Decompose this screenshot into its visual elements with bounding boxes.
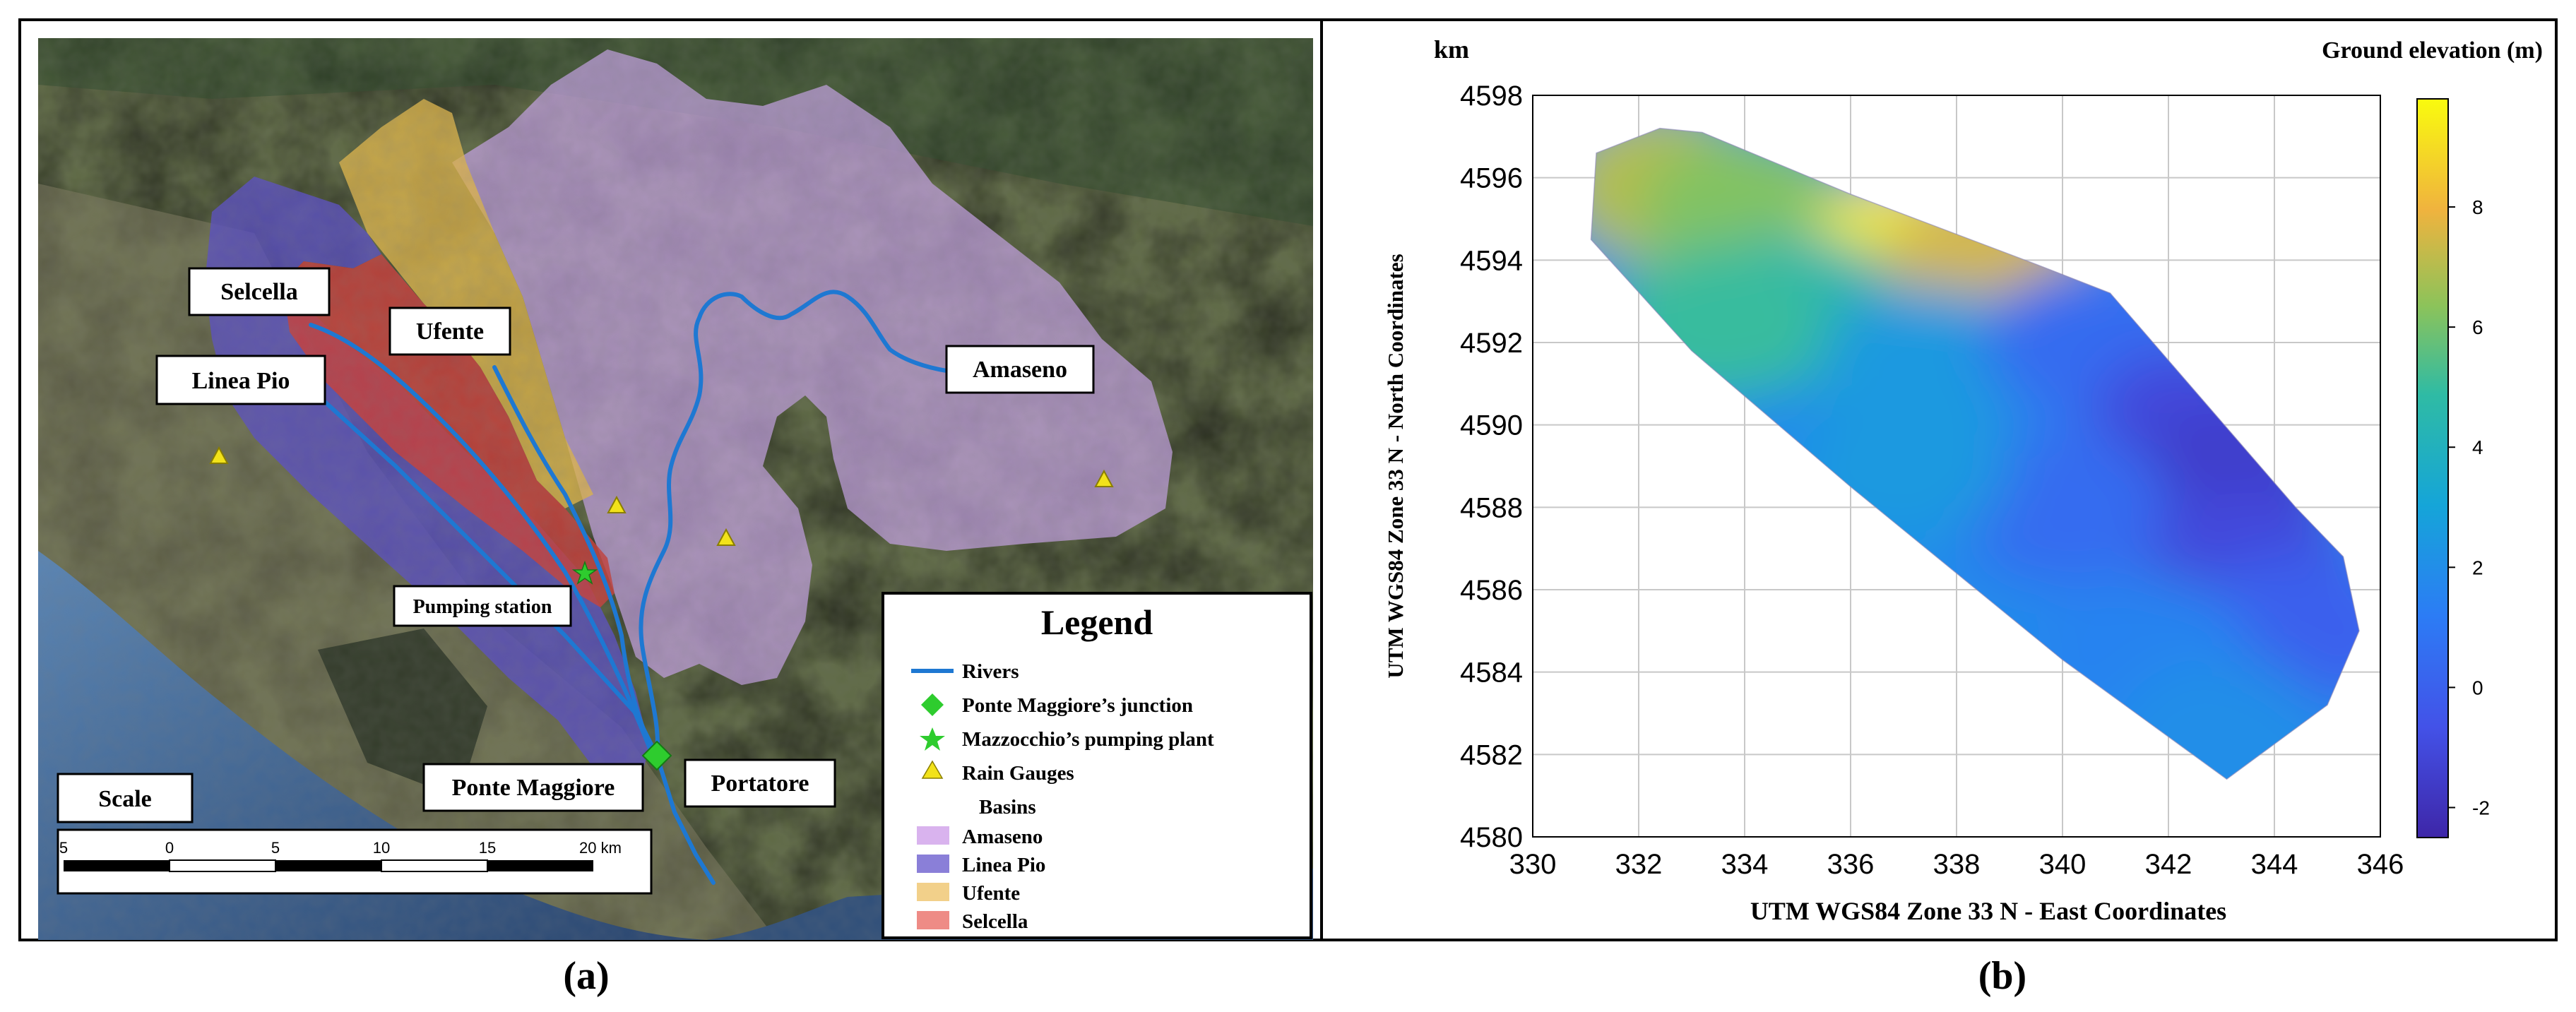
- x-tick-label: 342: [2145, 849, 2192, 880]
- panel-a-tag: (a): [563, 954, 609, 998]
- label-scale: Scale: [57, 773, 194, 823]
- y-tick-label: 4586: [1460, 575, 1523, 606]
- x-tick-label: 334: [1721, 849, 1769, 880]
- elevation-sample: [1957, 429, 2168, 585]
- y-tick-label: 4590: [1460, 410, 1523, 441]
- legend-basin-selcella: Selcella: [962, 910, 1028, 933]
- legend-swatch-amaseno: [917, 826, 949, 845]
- x-tick-label: 338: [1933, 849, 1981, 880]
- x-tick-label: 330: [1509, 849, 1557, 880]
- x-tick-label: 344: [2251, 849, 2298, 880]
- basin-map-panel: 5 0 5 10 15 20 km Selcella Ufente Linea …: [18, 18, 1323, 998]
- legend-basins-header: Basins: [979, 796, 1036, 818]
- colorbar-tick-label: 6: [2472, 316, 2483, 338]
- rain-gauge-icon[interactable]: [209, 446, 229, 464]
- legend-swatch-selcella: [917, 911, 949, 929]
- label-pumping-station: Pumping station: [393, 585, 572, 627]
- label-portatore-text: Portatore: [711, 770, 809, 797]
- y-tick-label: 4580: [1460, 822, 1523, 853]
- scale-tick-label: 0: [165, 839, 174, 857]
- x-tick-label: 336: [1827, 849, 1875, 880]
- label-linea-pio: Linea Pio: [155, 355, 326, 405]
- legend-title: Legend: [1041, 602, 1153, 642]
- river-selcella: [309, 323, 652, 751]
- y-tick-label: 4596: [1460, 163, 1523, 194]
- legend-item-junction: Ponte Maggiore’s junction: [962, 694, 1193, 717]
- colorbar-ticks: -2 0 2 4 6 8: [2448, 196, 2490, 818]
- label-linea-pio-text: Linea Pio: [192, 368, 290, 394]
- legend-basin-ufente: Ufente: [962, 882, 1020, 905]
- y-tick-label: 4592: [1460, 328, 1523, 359]
- scale-tick-label: 15: [479, 839, 496, 857]
- x-tick-labels: 330 332 334 336 338 340 342 344 346: [1509, 849, 2404, 880]
- x-tick-label: 332: [1615, 849, 1663, 880]
- rain-gauge-icon[interactable]: [607, 495, 627, 513]
- label-selcella: Selcella: [188, 267, 331, 316]
- rain-gauge-icon[interactable]: [716, 528, 736, 546]
- ponte-maggiore-junction-icon[interactable]: [641, 740, 672, 771]
- colorbar: -2 0 2 4 6 8 Ground elevation (m): [2322, 37, 2543, 838]
- scale-tick-label: 5: [59, 839, 68, 857]
- legend-basin-linea-pio: Linea Pio: [962, 854, 1045, 876]
- pumping-plant-star-icon[interactable]: [571, 560, 598, 585]
- x-axis-title: UTM WGS84 Zone 33 N - East Coordinates: [1750, 897, 2226, 925]
- colorbar-tick-label: 8: [2472, 196, 2483, 218]
- colorbar-tick-label: 0: [2472, 677, 2483, 698]
- y-tick-label: 4584: [1460, 657, 1523, 689]
- y-tick-label: 4582: [1460, 739, 1523, 770]
- river-ufente: [492, 365, 659, 758]
- panel-b-tag: (b): [1978, 954, 2026, 998]
- y-tick-label: 4598: [1460, 81, 1523, 112]
- colorbar-ramp: [2416, 98, 2449, 838]
- map-legend: Legend Rivers Ponte Maggiore’s junction …: [882, 592, 1312, 939]
- plot-border: [1532, 95, 2381, 838]
- elevation-chart-panel: km 330 332 334 336 338 340 342 344 346 458045824…: [1320, 18, 2558, 998]
- label-selcella-text: Selcella: [220, 279, 298, 305]
- scale-tick-label: 5: [271, 839, 280, 857]
- scale-bar: 5 0 5 10 15 20 km: [57, 828, 653, 895]
- rain-gauge-icon[interactable]: [1094, 469, 1114, 487]
- colorbar-tick-label: 2: [2472, 556, 2483, 578]
- legend-swatch-linea-pio: [917, 855, 949, 873]
- colorbar-label: Ground elevation (m): [2322, 37, 2543, 64]
- legend-basin-amaseno: Amaseno: [962, 826, 1043, 848]
- colorbar-tick-label: -2: [2472, 797, 2490, 818]
- domain-outline: [1590, 127, 2360, 780]
- legend-item-rain-gauges: Rain Gauges: [962, 762, 1074, 785]
- y-tick-label: 4588: [1460, 492, 1523, 523]
- scale-tick-label: 20 km: [579, 839, 622, 857]
- legend-junction-diamond-icon: [921, 693, 944, 716]
- label-ponte-maggiore-text: Ponte Maggiore: [452, 775, 615, 801]
- label-pumping-station-text: Pumping station: [413, 596, 552, 618]
- colorbar-tick-label: 4: [2472, 436, 2483, 458]
- y-axis-title: UTM WGS84 Zone 33 N - North Coordinates: [1383, 254, 1408, 678]
- x-tick-label: 340: [2039, 849, 2087, 880]
- legend-swatch-ufente: [917, 883, 949, 901]
- scale-tick-label: 10: [373, 839, 390, 857]
- label-ufente-text: Ufente: [416, 319, 484, 345]
- label-amaseno-text: Amaseno: [973, 357, 1067, 383]
- river-amaseno: [639, 290, 949, 758]
- x-tick-label: 346: [2357, 849, 2404, 880]
- legend-item-pumping-plant: Mazzocchio’s pumping plant: [962, 728, 1214, 751]
- label-scale-text: Scale: [98, 786, 152, 812]
- unit-label: km: [1434, 35, 1469, 64]
- label-ufente: Ufente: [388, 306, 511, 356]
- label-portatore: Portatore: [684, 758, 836, 808]
- legend-item-rivers: Rivers: [962, 660, 1019, 683]
- river-portatore: [655, 754, 716, 885]
- legend-rain-gauge-icon: [921, 760, 944, 779]
- y-tick-label: 4594: [1460, 245, 1523, 276]
- label-ponte-maggiore: Ponte Maggiore: [422, 763, 644, 812]
- y-tick-labels: 4580 4582 4584 4586 4588 4590 4592 4594 4596 4598: [1460, 81, 1523, 853]
- legend-pumping-star-icon: [920, 727, 945, 751]
- label-amaseno: Amaseno: [945, 345, 1095, 394]
